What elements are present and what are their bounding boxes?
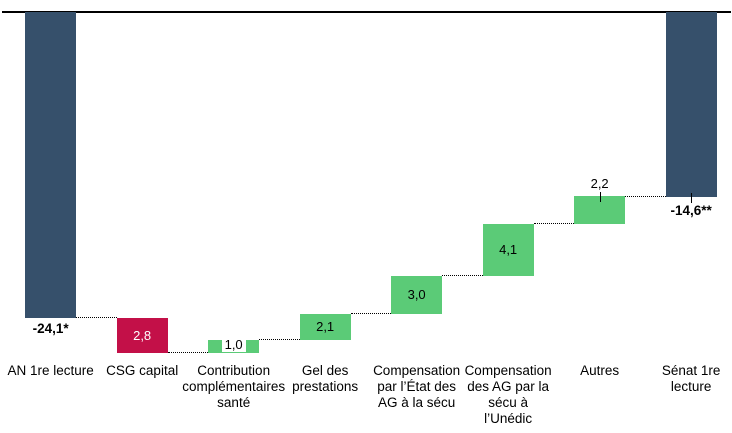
category-label-gel-des-prestations: Gel des prestations xyxy=(292,363,359,394)
connector-line-7 xyxy=(625,195,666,197)
value-label-contribution-complementaires-sante: 1,0 xyxy=(204,336,264,352)
value-label-senat-1re-lecture: -14,6** xyxy=(670,202,712,218)
bar-compensation-des-ag-par-la-secu-a-l-unedic xyxy=(482,223,534,276)
value-label-an-1re-lecture: -24,1* xyxy=(32,320,69,336)
bar-compensation-par-l-etat-des-ag-a-la-secu xyxy=(391,275,443,314)
bar-gel-des-prestations xyxy=(299,313,351,341)
value-label-compensation-par-l-etat-des-ag-a-la-secu: 3,0 xyxy=(407,286,426,302)
category-label-autres: Autres xyxy=(580,363,620,378)
value-label-compensation-des-ag-par-la-secu-a-l-unedic: 4,1 xyxy=(499,241,518,257)
bar-senat-1re-lecture xyxy=(665,11,717,197)
connector-line-5 xyxy=(442,274,483,276)
value-label-autres: 2,2 xyxy=(590,175,609,191)
value-label-box: 1,0 xyxy=(221,336,246,352)
bar-an-1re-lecture xyxy=(25,11,77,318)
category-label-compensation-par-l-etat-des-ag-a-la-secu: Compensation par l’État des AG à la sécu xyxy=(373,363,461,410)
value-label-csg-capital: 2,8 xyxy=(133,327,152,343)
category-label-contribution-complementaires-sante: Contribution complémentaires santé xyxy=(182,363,286,410)
connector-line-2 xyxy=(167,352,209,354)
value-label-gel-des-prestations: 2,1 xyxy=(316,318,335,334)
leader-line-autres xyxy=(599,191,601,202)
category-label-senat-1re-lecture: Sénat 1re lecture xyxy=(661,363,721,394)
category-label-csg-capital: CSG capital xyxy=(106,363,179,378)
category-label-an-1re-lecture: AN 1re lecture xyxy=(7,363,94,378)
category-label-compensation-des-ag-par-la-secu-a-l-unedic: Compensation des AG par la sécu à l’Unédic xyxy=(464,363,552,426)
connector-line-4 xyxy=(350,312,392,314)
connector-line-3 xyxy=(259,339,300,341)
connector-line-6 xyxy=(533,222,575,224)
leader-line-senat-1re-lecture xyxy=(691,192,693,203)
zero-baseline xyxy=(2,10,731,13)
bar-csg-capital xyxy=(116,317,168,354)
connector-line-1 xyxy=(76,316,117,318)
